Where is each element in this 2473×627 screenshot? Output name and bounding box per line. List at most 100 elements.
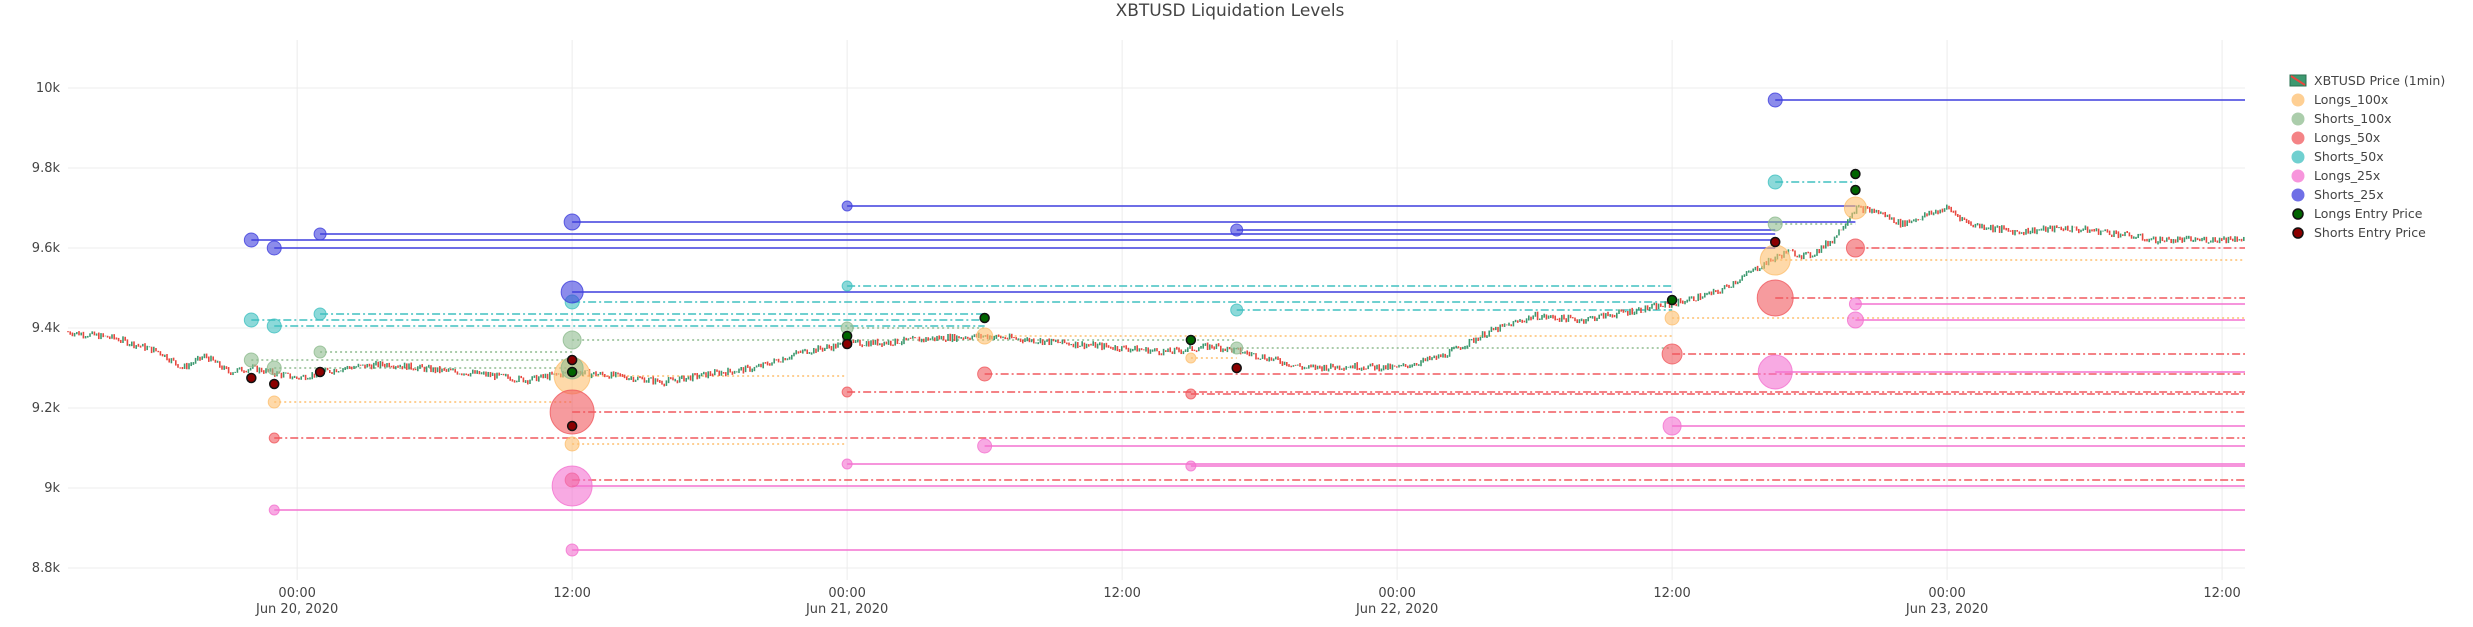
marker-longs-50x	[549, 389, 595, 435]
legend-label: Shorts_100x	[2314, 111, 2392, 126]
price-series	[67, 204, 2245, 387]
marker-shorts-100x	[266, 360, 282, 376]
legend-marker-icon	[2291, 169, 2305, 183]
legend-label: Longs Entry Price	[2314, 206, 2423, 221]
marker-longs-25x	[1757, 354, 1793, 390]
marker-shorts-25x	[243, 232, 259, 248]
legend-label: Shorts_25x	[2314, 187, 2384, 202]
marker-longs-100x	[1759, 244, 1791, 276]
grid	[68, 40, 2245, 580]
marker-shorts-100x	[313, 345, 327, 359]
legend-label: Shorts_50x	[2314, 149, 2384, 164]
legend-label: XBTUSD Price (1min)	[2314, 73, 2445, 88]
marker-longs-25x	[565, 543, 579, 557]
shorts-entry-marker	[314, 366, 326, 378]
legend-item-longs-entry-price[interactable]: Longs Entry Price	[2292, 206, 2423, 221]
marker-longs-50x	[268, 432, 280, 444]
marker-shorts-100x	[243, 352, 259, 368]
marker-longs-25x	[268, 504, 280, 516]
legend-marker-icon	[2291, 93, 2305, 107]
marker-longs-100x	[1843, 196, 1867, 220]
marker-longs-100x	[976, 327, 994, 345]
marker-shorts-25x	[563, 213, 581, 231]
y-tick-label: 8.8k	[32, 561, 61, 576]
y-tick-label: 9k	[44, 481, 60, 496]
legend-marker-icon	[2291, 150, 2305, 164]
legend-item-longs-100x[interactable]: Longs_100x	[2291, 92, 2389, 107]
longs-entry-marker	[1185, 334, 1197, 346]
legend-item-shorts-100x[interactable]: Shorts_100x	[2291, 111, 2392, 126]
marker-shorts-100x	[1230, 341, 1244, 355]
legend-marker-icon	[2291, 188, 2305, 202]
x-tick-label: 12:00	[1653, 586, 1690, 601]
marker-shorts-50x	[266, 318, 282, 334]
legend-item-longs-50x[interactable]: Longs_50x	[2291, 130, 2381, 145]
x-tick-date-label: Jun 23, 2020	[1905, 602, 1988, 617]
legend-item-xbtusd-price-1min-[interactable]: XBTUSD Price (1min)	[2289, 73, 2445, 88]
marker-longs-25x	[551, 465, 593, 507]
marker-longs-100x	[1664, 310, 1680, 326]
marker-shorts-50x	[313, 307, 327, 321]
legend-item-longs-25x[interactable]: Longs_25x	[2291, 168, 2381, 183]
x-tick-label: 00:00	[1928, 586, 1965, 601]
legend-item-shorts-entry-price[interactable]: Shorts Entry Price	[2292, 225, 2426, 240]
marker-longs-100x	[267, 395, 281, 409]
shorts-entry-marker	[268, 378, 280, 390]
longs-entry-marker	[979, 312, 990, 324]
shorts-entry-marker	[566, 420, 578, 432]
shorts-entry-marker	[246, 372, 257, 384]
marker-longs-50x	[977, 366, 993, 382]
shorts-entry-marker	[1769, 236, 1781, 248]
legend-item-shorts-25x[interactable]: Shorts_25x	[2291, 187, 2384, 202]
legend-label: Longs_100x	[2314, 92, 2388, 107]
marker-longs-25x	[1185, 460, 1197, 472]
marker-longs-100x	[1185, 352, 1197, 364]
marker-shorts-50x	[841, 280, 853, 292]
longs-entry-marker	[1666, 294, 1678, 306]
marker-shorts-50x	[243, 312, 259, 328]
marker-longs-25x	[1846, 311, 1864, 329]
shorts-entry-marker	[841, 338, 853, 350]
marker-shorts-50x	[1230, 303, 1244, 317]
legend-entry-icon	[2292, 208, 2304, 220]
marker-shorts-25x	[1767, 92, 1783, 108]
legend-label: Shorts Entry Price	[2314, 225, 2426, 240]
marker-shorts-25x	[313, 227, 327, 241]
liquidation-level-lines	[251, 99, 2245, 551]
x-tick-label: 00:00	[278, 586, 315, 601]
x-tick-date-label: Jun 21, 2020	[805, 602, 888, 617]
x-tick-label: 00:00	[828, 586, 865, 601]
marker-shorts-50x	[1767, 174, 1783, 190]
y-tick-label: 9.8k	[32, 161, 61, 176]
legend-marker-icon	[2291, 112, 2305, 126]
liquidation-markers	[243, 92, 1867, 557]
marker-longs-100x	[564, 436, 580, 452]
marker-longs-50x	[1661, 343, 1683, 365]
marker-shorts-25x	[266, 240, 282, 256]
marker-shorts-100x	[562, 330, 582, 350]
shorts-entry-marker	[566, 354, 578, 366]
legend-label: Longs_50x	[2314, 130, 2380, 145]
x-tick-date-label: Jun 22, 2020	[1355, 602, 1438, 617]
marker-longs-25x	[841, 458, 853, 470]
x-tick-label: 12:00	[2203, 586, 2240, 601]
y-tick-label: 9.2k	[32, 401, 61, 416]
y-tick-label: 9.6k	[32, 241, 61, 256]
x-tick-label: 12:00	[1103, 586, 1140, 601]
legend[interactable]: XBTUSD Price (1min) Longs_100x Shorts_100x…	[2289, 73, 2445, 240]
shorts-entry-marker	[1231, 362, 1242, 374]
marker-longs-25x	[1662, 416, 1682, 436]
marker-longs-50x	[1185, 388, 1197, 400]
legend-entry-icon	[2292, 227, 2304, 239]
legend-item-shorts-50x[interactable]: Shorts_50x	[2291, 149, 2384, 164]
marker-longs-25x	[977, 438, 993, 454]
marker-longs-25x	[1848, 297, 1862, 311]
longs-entry-marker	[566, 366, 578, 378]
marker-longs-50x	[1845, 238, 1865, 258]
marker-shorts-25x	[1230, 223, 1244, 237]
legend-candle-icon-stroke	[2290, 75, 2306, 86]
y-tick-label: 9.4k	[32, 321, 61, 336]
marker-shorts-100x	[1767, 216, 1783, 232]
